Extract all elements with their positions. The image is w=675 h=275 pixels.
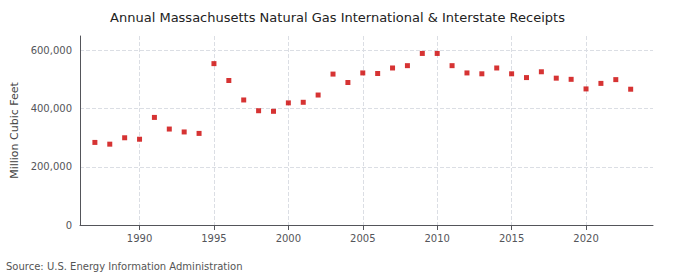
- svg-text:1995: 1995: [201, 233, 226, 244]
- svg-text:2000: 2000: [276, 233, 301, 244]
- svg-text:1990: 1990: [127, 233, 152, 244]
- svg-text:200,000: 200,000: [31, 161, 72, 172]
- svg-text:600,000: 600,000: [31, 45, 72, 56]
- svg-text:2015: 2015: [499, 233, 524, 244]
- svg-text:0: 0: [66, 220, 72, 231]
- svg-text:Million Cubic Feet: Million Cubic Feet: [8, 81, 21, 178]
- svg-text:Source: U.S. Energy Informatio: Source: U.S. Energy Information Administ…: [6, 261, 243, 272]
- svg-text:2010: 2010: [424, 233, 449, 244]
- svg-text:400,000: 400,000: [31, 103, 72, 114]
- svg-text:Annual Massachusetts Natural G: Annual Massachusetts Natural Gas Interna…: [110, 10, 565, 25]
- svg-text:2020: 2020: [573, 233, 598, 244]
- svg-text:2005: 2005: [350, 233, 375, 244]
